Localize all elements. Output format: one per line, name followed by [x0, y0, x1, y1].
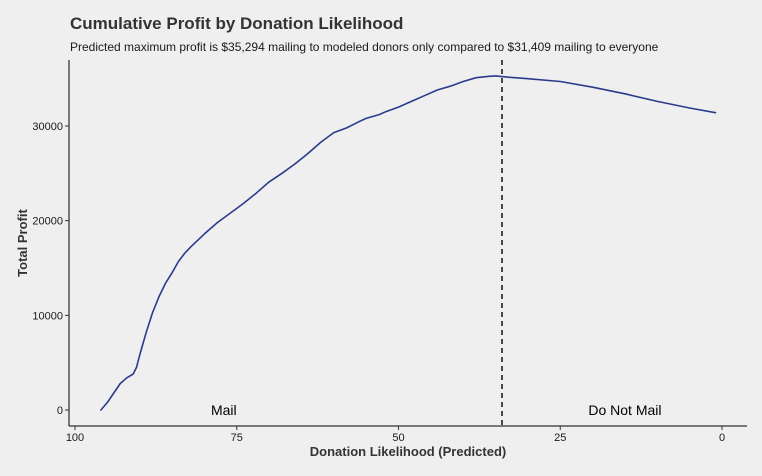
chart-subtitle: Predicted maximum profit is $35,294 mail… — [70, 40, 659, 54]
y-tick-label: 20000 — [32, 216, 63, 228]
y-tick-label: 10000 — [32, 310, 63, 322]
chart-title: Cumulative Profit by Donation Likelihood — [70, 14, 404, 33]
do-not-mail-annotation: Do Not Mail — [588, 402, 661, 418]
x-tick-label: 25 — [554, 432, 566, 444]
x-tick-label: 75 — [231, 432, 243, 444]
series-line-0 — [100, 75, 717, 411]
x-tick-label: 50 — [392, 432, 404, 444]
x-tick-label: 0 — [719, 432, 725, 444]
marks: Mail Do Not Mail — [100, 60, 717, 426]
axes: 100 75 50 25 0 0 10000 20000 30000 — [32, 60, 747, 444]
y-tick-label: 0 — [57, 405, 63, 417]
mail-annotation: Mail — [211, 402, 237, 418]
y-tick-label: 30000 — [32, 121, 63, 133]
y-axis-title: Total Profit — [15, 209, 30, 277]
x-axis-title: Donation Likelihood (Predicted) — [310, 444, 506, 459]
x-tick-label: 100 — [66, 432, 84, 444]
